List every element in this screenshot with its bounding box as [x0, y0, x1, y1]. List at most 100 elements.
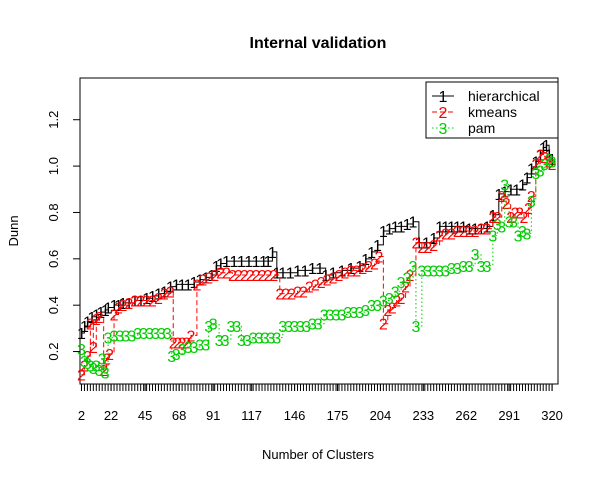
pam-point: 3 [488, 229, 497, 246]
pam-point: 3 [201, 338, 210, 355]
hierarchical-point: 1 [435, 219, 444, 236]
x-tick-label: 320 [541, 408, 563, 423]
kmeans-point: 2 [110, 307, 119, 324]
hierarchical-point: 1 [373, 238, 382, 255]
hierarchical-point: 1 [124, 296, 133, 313]
pam-point: 3 [417, 263, 426, 280]
kmeans-point: 2 [506, 210, 515, 227]
pam-point: 3 [139, 326, 148, 343]
pam-point: 3 [361, 303, 370, 320]
kmeans-point: 2 [299, 284, 308, 301]
x-tick-label: 262 [455, 408, 477, 423]
pam-point: 3 [379, 294, 388, 311]
pam-point: 3 [157, 326, 166, 343]
pam-point: 3 [261, 331, 270, 348]
series-pam: 3333333333333333333333333333333333333333… [77, 152, 557, 382]
pam-point: 3 [204, 319, 213, 336]
kmeans-point: 2 [379, 317, 388, 334]
kmeans-point: 2 [269, 268, 278, 285]
kmeans-point: 2 [417, 240, 426, 257]
y-tick-label: 0.2 [46, 343, 61, 361]
kmeans-point: 2 [447, 226, 456, 243]
kmeans-point: 2 [89, 340, 98, 357]
pam-point: 3 [385, 291, 394, 308]
pam-point: 3 [548, 154, 557, 171]
y-tick-label: 0.8 [46, 203, 61, 221]
pam-point: 3 [403, 270, 412, 287]
kmeans-point: 2 [293, 284, 302, 301]
pam-point: 3 [302, 319, 311, 336]
hierarchical-point: 1 [337, 263, 346, 280]
pam-point: 3 [477, 259, 486, 276]
legend-label: hierarchical [468, 88, 540, 104]
pam-point: 3 [278, 319, 287, 336]
kmeans-point: 2 [423, 240, 432, 257]
hierarchical-point: 1 [216, 256, 225, 273]
series-hierarchical: 1111111111111111111111111111111111111111… [77, 138, 557, 343]
x-tick-label: 2 [78, 408, 85, 423]
pam-point: 3 [209, 317, 218, 334]
kmeans-point: 2 [83, 349, 92, 366]
x-tick-label: 22 [104, 408, 118, 423]
kmeans-point: 2 [124, 296, 133, 313]
hierarchical-point: 1 [229, 254, 238, 271]
kmeans-point: 2 [531, 157, 540, 174]
kmeans-line [81, 154, 553, 376]
legend-marker: 3 [439, 121, 448, 138]
pam-point: 3 [540, 157, 549, 174]
pam-point: 3 [367, 298, 376, 315]
pam-point: 3 [514, 229, 523, 246]
kmeans-point: 2 [370, 256, 379, 273]
kmeans-point: 2 [187, 328, 196, 345]
pam-point: 3 [493, 217, 502, 234]
kmeans-point: 2 [335, 268, 344, 285]
hierarchical-point: 1 [355, 259, 364, 276]
hierarchical-point: 1 [278, 266, 287, 283]
y-tick-label: 1.0 [46, 157, 61, 175]
hierarchical-point: 1 [212, 259, 221, 276]
kmeans-point: 2 [204, 270, 213, 287]
pam-point: 3 [423, 263, 432, 280]
pam-point: 3 [441, 263, 450, 280]
kmeans-point: 2 [246, 268, 255, 285]
kmeans-point: 2 [392, 294, 401, 311]
hierarchical-point: 1 [101, 303, 110, 320]
legend-marker: 1 [439, 89, 448, 106]
pam-point: 3 [98, 352, 107, 369]
y-tick-label: 1.2 [46, 111, 61, 129]
pam-point: 3 [89, 361, 98, 378]
hierarchical-point: 1 [483, 219, 492, 236]
hierarchical-point: 1 [189, 275, 198, 292]
kmeans-point: 2 [136, 294, 145, 311]
pam-point: 3 [509, 215, 518, 232]
pam-point: 3 [272, 331, 281, 348]
hierarchical-point: 1 [136, 294, 145, 311]
kmeans-point: 2 [317, 275, 326, 292]
pam-point: 3 [249, 331, 258, 348]
x-tick-label: 204 [370, 408, 392, 423]
kmeans-point: 2 [102, 352, 111, 369]
pam-point: 3 [373, 298, 382, 315]
hierarchical-point: 1 [441, 219, 450, 236]
hierarchical-point: 1 [531, 154, 540, 171]
kmeans-point: 2 [502, 196, 511, 213]
kmeans-point: 2 [383, 303, 392, 320]
hierarchical-point: 1 [459, 219, 468, 236]
kmeans-point: 2 [453, 224, 462, 241]
hierarchical-point: 1 [300, 263, 309, 280]
pam-point: 3 [215, 333, 224, 350]
kmeans-point: 2 [488, 210, 497, 227]
kmeans-point: 2 [281, 287, 290, 304]
hierarchical-point: 1 [471, 222, 480, 239]
pam-point: 3 [127, 328, 136, 345]
legend-item-hierarchical: 1 hierarchical [432, 88, 540, 106]
hierarchical-point: 1 [96, 305, 105, 322]
pam-point: 3 [163, 326, 172, 343]
kmeans-point: 2 [329, 270, 338, 287]
hierarchical-point: 1 [315, 261, 324, 278]
y-axis-label: Dunn [6, 215, 21, 246]
hierarchical-point: 1 [104, 301, 113, 318]
y-tick-label: 0.4 [46, 296, 61, 314]
pam-point: 3 [447, 261, 456, 278]
